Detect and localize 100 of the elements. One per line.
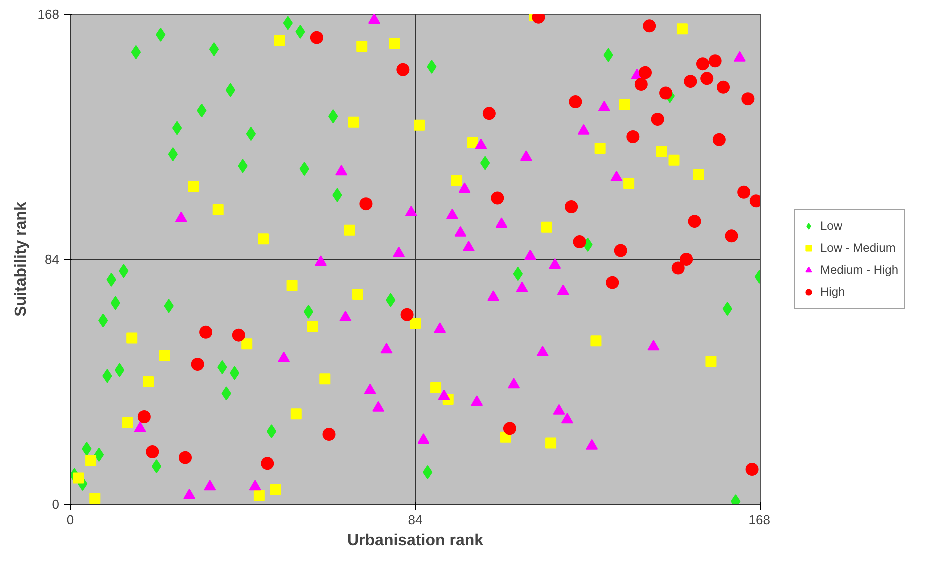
point (360, 198, 373, 211)
point (94, 448, 104, 462)
point (446, 208, 458, 220)
point (110, 296, 121, 310)
point (541, 222, 552, 233)
point (400, 308, 414, 322)
point (352, 289, 364, 300)
legend-label: Low - Medium (820, 241, 896, 255)
point (138, 410, 151, 424)
point (668, 154, 680, 166)
point (451, 175, 462, 186)
point (536, 346, 549, 357)
point (152, 460, 162, 474)
point (254, 490, 265, 502)
y-tick-label: 84 (45, 252, 60, 267)
point (578, 124, 590, 135)
point (274, 35, 286, 46)
point (134, 422, 146, 432)
point (226, 83, 236, 98)
point (546, 438, 557, 449)
point (296, 25, 306, 39)
point (122, 417, 134, 428)
point (648, 340, 660, 351)
legend-label: Medium - High (820, 263, 899, 277)
point (200, 326, 213, 339)
point (676, 24, 688, 35)
point (708, 54, 722, 68)
point (410, 318, 421, 330)
x-tick-label: 84 (408, 512, 423, 528)
point (414, 120, 426, 131)
point (475, 138, 488, 150)
point (364, 384, 376, 394)
point (209, 42, 220, 56)
point (738, 186, 751, 199)
point (700, 72, 714, 86)
point (746, 463, 759, 476)
point (561, 413, 574, 424)
point (480, 156, 490, 170)
point (405, 206, 418, 217)
point (660, 86, 673, 100)
point (434, 322, 446, 334)
point (146, 446, 160, 458)
point (242, 338, 253, 350)
point (590, 336, 602, 347)
point (418, 433, 430, 444)
point (380, 343, 393, 354)
point (503, 422, 516, 436)
point (565, 200, 578, 214)
point (348, 116, 360, 128)
point (290, 408, 302, 420)
x-axis-title: Urbanisation rank (347, 532, 484, 550)
point (114, 363, 125, 378)
point (496, 218, 508, 228)
point (188, 181, 200, 192)
point (90, 493, 101, 504)
point (680, 253, 694, 266)
point (340, 310, 352, 322)
point (322, 428, 336, 441)
point (131, 45, 142, 60)
point (462, 240, 475, 252)
point (606, 276, 620, 290)
point (159, 350, 170, 362)
point (143, 376, 154, 388)
point (712, 133, 726, 146)
point (184, 488, 196, 500)
point (86, 455, 97, 466)
point (488, 290, 500, 302)
point (168, 148, 178, 162)
point (232, 328, 246, 342)
point (258, 234, 270, 245)
point (286, 280, 298, 292)
point (422, 465, 433, 480)
point (307, 321, 318, 332)
point (266, 424, 277, 439)
point (438, 390, 450, 400)
point (553, 404, 566, 415)
point (706, 356, 717, 368)
point (278, 352, 290, 362)
point (717, 80, 730, 94)
point (393, 246, 406, 258)
point (639, 66, 652, 80)
point (249, 480, 262, 491)
y-tick-label: 0 (52, 497, 60, 512)
point (586, 439, 598, 450)
point (619, 99, 630, 110)
point (626, 130, 640, 144)
point (482, 107, 496, 120)
point (471, 396, 484, 406)
point (520, 150, 532, 162)
y-tick-label: 168 (38, 7, 60, 22)
legend-label: Low (820, 219, 842, 233)
point (204, 480, 216, 491)
point (610, 170, 623, 182)
point (126, 332, 138, 344)
point (491, 192, 504, 205)
point (684, 75, 698, 88)
point (651, 113, 664, 126)
point (693, 169, 704, 180)
point (172, 121, 182, 136)
point (270, 484, 282, 496)
